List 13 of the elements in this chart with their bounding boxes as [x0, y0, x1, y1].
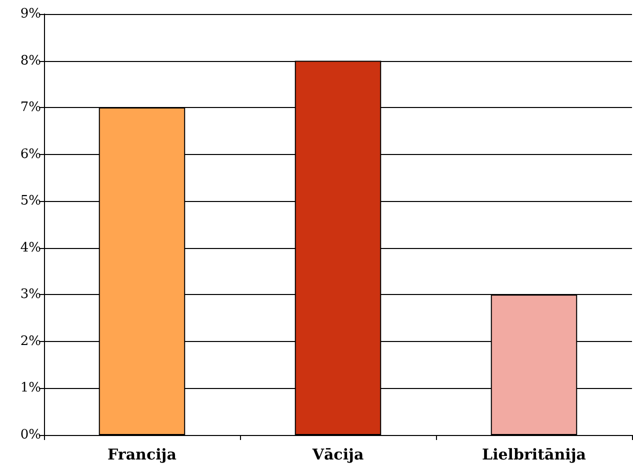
x-tick-label: Francija [108, 446, 177, 464]
y-tick-label: 7% [20, 100, 41, 116]
y-tick-label: 2% [20, 334, 41, 349]
y-tick-label: 1% [20, 380, 41, 396]
y-tick-label: 9% [20, 6, 41, 22]
x-tick-label: Lielbritānija [482, 446, 586, 464]
y-tick-label: 4% [20, 240, 41, 256]
y-tick-label: 5% [20, 194, 41, 209]
y-tick-label: 0% [20, 428, 41, 442]
y-tick-label: 8% [20, 53, 41, 68]
y-tick-label: 3% [20, 287, 41, 302]
x-tick-label: Vācija [311, 446, 364, 464]
y-tick-label: 6% [20, 146, 41, 162]
